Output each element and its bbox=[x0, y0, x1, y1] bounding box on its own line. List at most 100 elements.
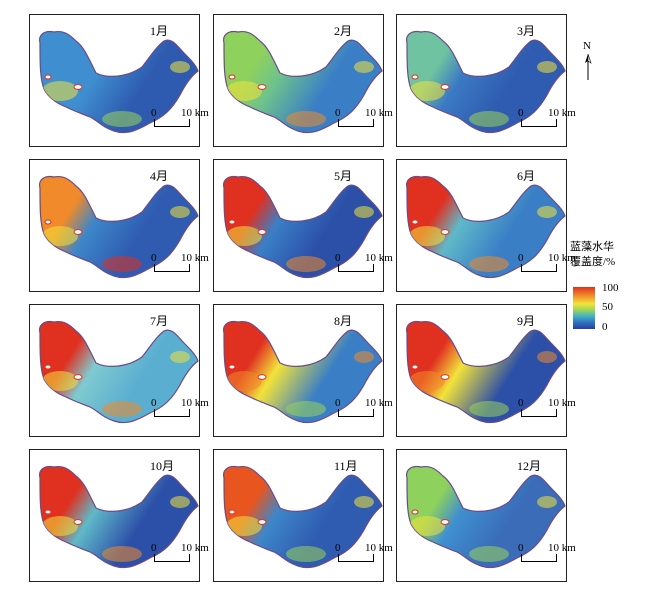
scale-bar bbox=[154, 264, 190, 272]
north-arrow: N bbox=[580, 40, 596, 82]
scale-label: 10 km bbox=[548, 107, 576, 119]
month-label: 4月 bbox=[150, 169, 169, 183]
month-label: 7月 bbox=[150, 314, 169, 328]
lake-map bbox=[223, 175, 383, 279]
scale-zero: 0 bbox=[151, 252, 157, 264]
scale-zero: 0 bbox=[151, 107, 157, 119]
scale-bar bbox=[521, 119, 557, 127]
month-label: 11月 bbox=[334, 459, 358, 473]
scale-bar bbox=[338, 119, 374, 127]
map-panel-7: 7月 0 10 km bbox=[29, 304, 209, 437]
scale-zero: 0 bbox=[151, 397, 157, 409]
north-label: N bbox=[583, 40, 591, 52]
legend-title-line1: 蓝藻水华 bbox=[570, 241, 614, 253]
scale-label: 10 km bbox=[181, 397, 209, 409]
island-marker bbox=[228, 364, 236, 370]
scale-bar bbox=[521, 409, 557, 417]
legend-color-ramp bbox=[573, 287, 595, 329]
month-label: 8月 bbox=[334, 314, 353, 328]
scale-label: 10 km bbox=[181, 542, 209, 554]
island-marker bbox=[44, 219, 52, 225]
island-marker bbox=[440, 229, 450, 235]
lake-map bbox=[223, 320, 383, 424]
lake-map bbox=[39, 175, 199, 279]
scale-zero: 0 bbox=[335, 107, 341, 119]
scale-bar bbox=[338, 264, 374, 272]
scale-zero: 0 bbox=[335, 397, 341, 409]
scale-zero: 0 bbox=[335, 542, 341, 554]
lake-map bbox=[39, 30, 199, 134]
island-marker bbox=[73, 84, 83, 90]
month-label: 1月 bbox=[150, 24, 169, 38]
map-panel-11: 11月 0 10 km bbox=[213, 449, 393, 582]
island-marker bbox=[411, 74, 419, 80]
map-panel-2: 2月 0 10 km bbox=[213, 14, 393, 147]
scale-bar bbox=[338, 409, 374, 417]
scale-label: 10 km bbox=[548, 542, 576, 554]
island-marker bbox=[44, 509, 52, 515]
island-marker bbox=[411, 219, 419, 225]
island-marker bbox=[440, 519, 450, 525]
map-panel-1: 1月 0 10 km bbox=[29, 14, 209, 147]
lake-map bbox=[223, 465, 383, 569]
map-panel-3: 3月 0 10 km bbox=[396, 14, 576, 147]
lake-map bbox=[406, 320, 566, 424]
scale-label: 10 km bbox=[365, 252, 393, 264]
month-label: 5月 bbox=[334, 169, 353, 183]
island-marker bbox=[411, 509, 419, 515]
legend-max: 100 bbox=[602, 282, 619, 294]
island-marker bbox=[440, 84, 450, 90]
map-panel-4: 4月 0 10 km bbox=[29, 159, 209, 292]
island-marker bbox=[73, 374, 83, 380]
month-label: 10月 bbox=[150, 459, 175, 473]
map-panel-9: 9月 0 10 km bbox=[396, 304, 576, 437]
island-marker bbox=[44, 364, 52, 370]
island-marker bbox=[257, 229, 267, 235]
island-marker bbox=[411, 364, 419, 370]
scale-bar bbox=[521, 554, 557, 562]
island-marker bbox=[228, 509, 236, 515]
month-label: 12月 bbox=[517, 459, 542, 473]
map-panel-8: 8月 0 10 km bbox=[213, 304, 393, 437]
map-panel-5: 5月 0 10 km bbox=[213, 159, 393, 292]
map-panel-6: 6月 0 10 km bbox=[396, 159, 576, 292]
scale-label: 10 km bbox=[365, 107, 393, 119]
island-marker bbox=[73, 519, 83, 525]
scale-label: 10 km bbox=[548, 252, 576, 264]
legend-min: 0 bbox=[602, 321, 608, 333]
island-marker bbox=[44, 74, 52, 80]
scale-zero: 0 bbox=[518, 397, 524, 409]
scale-label: 10 km bbox=[181, 252, 209, 264]
legend-title-line2: 覆盖度/% bbox=[570, 256, 616, 268]
month-label: 6月 bbox=[517, 169, 536, 183]
lake-map bbox=[406, 175, 566, 279]
month-label: 2月 bbox=[334, 24, 353, 38]
scale-label: 10 km bbox=[548, 397, 576, 409]
island-marker bbox=[257, 519, 267, 525]
scale-bar bbox=[154, 554, 190, 562]
scale-zero: 0 bbox=[151, 542, 157, 554]
lake-map bbox=[39, 320, 199, 424]
scale-label: 10 km bbox=[365, 397, 393, 409]
scale-zero: 0 bbox=[518, 542, 524, 554]
island-marker bbox=[228, 74, 236, 80]
lake-map bbox=[406, 465, 566, 569]
month-label: 9月 bbox=[517, 314, 536, 328]
island-marker bbox=[73, 229, 83, 235]
scale-bar bbox=[154, 119, 190, 127]
scale-bar bbox=[338, 554, 374, 562]
scale-label: 10 km bbox=[181, 107, 209, 119]
map-panel-10: 10月 0 10 km bbox=[29, 449, 209, 582]
map-panel-12: 12月 0 10 km bbox=[396, 449, 576, 582]
island-marker bbox=[228, 219, 236, 225]
legend-mid: 50 bbox=[602, 301, 613, 313]
lake-map bbox=[223, 30, 383, 134]
scale-zero: 0 bbox=[518, 107, 524, 119]
island-marker bbox=[257, 84, 267, 90]
scale-zero: 0 bbox=[518, 252, 524, 264]
north-arrow-icon bbox=[585, 54, 592, 80]
scale-zero: 0 bbox=[335, 252, 341, 264]
lake-map bbox=[39, 465, 199, 569]
legend: 蓝藻水华 覆盖度/% 100 50 0 bbox=[570, 240, 640, 333]
lake-map bbox=[406, 30, 566, 134]
